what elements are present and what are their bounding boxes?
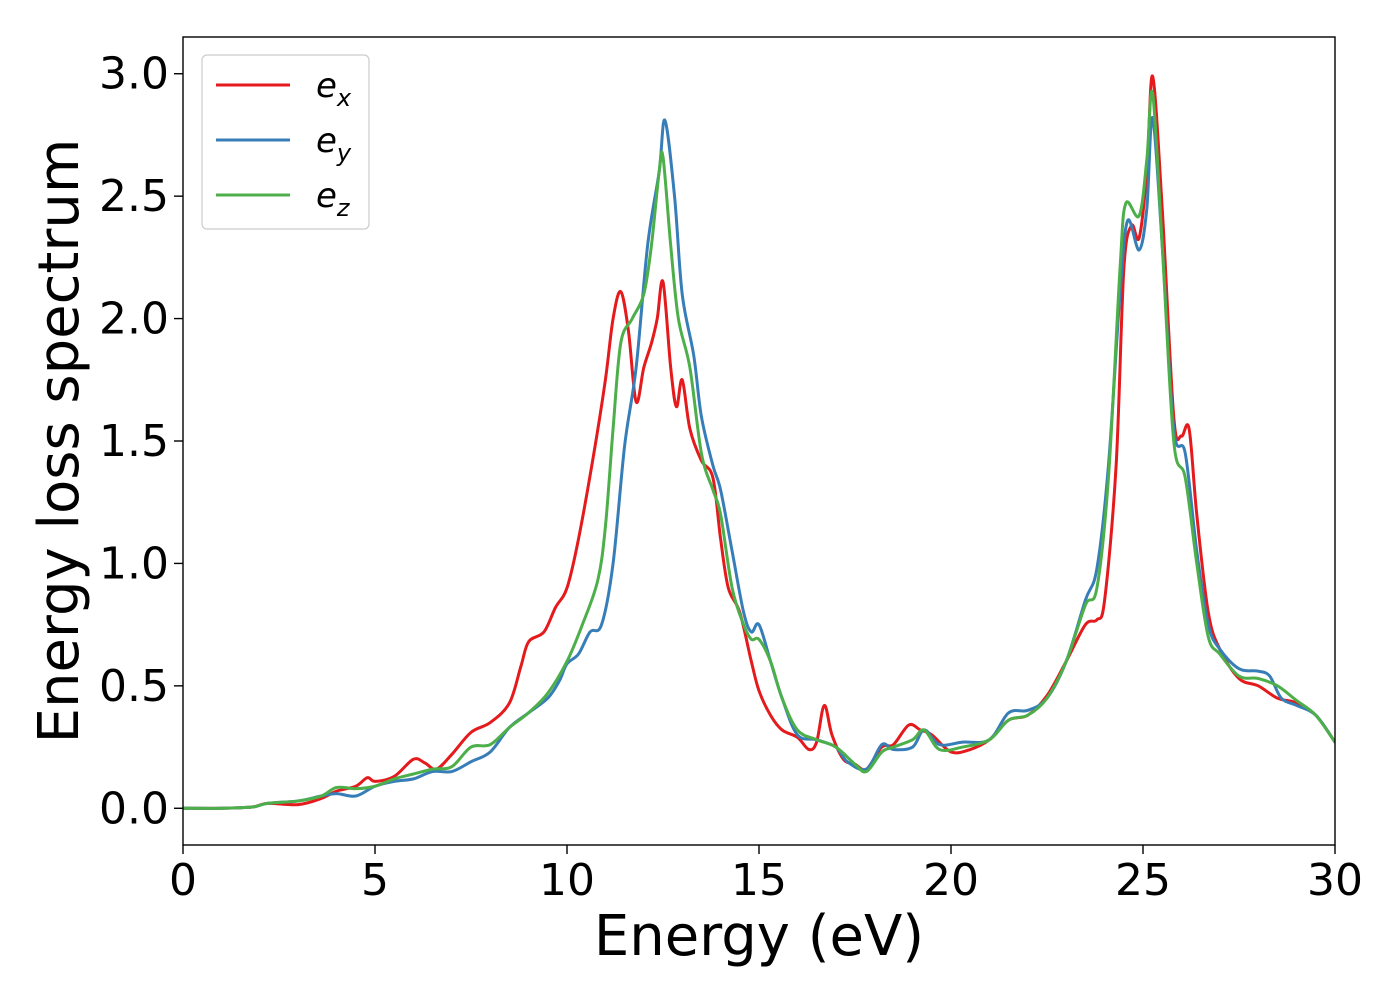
x-tick-label: 10 (539, 855, 595, 906)
x-tick-label: 0 (169, 855, 197, 906)
x-tick-label: 25 (1115, 855, 1171, 906)
series-line-e-z (183, 89, 1335, 810)
series-layer (183, 74, 1335, 810)
y-tick-label: 3.0 (99, 49, 169, 100)
legend-label-x: ex (316, 66, 352, 112)
legend: ex ey ez (201, 54, 370, 230)
y-tick-label: 1.5 (99, 416, 169, 467)
x-tick-label: 15 (731, 855, 787, 906)
y-tick-label: 0.0 (99, 783, 169, 834)
x-axis-label: Energy (eV) (594, 904, 924, 969)
x-tick-label: 20 (923, 855, 979, 906)
x-tick-label: 5 (361, 855, 389, 906)
legend-label-z: ez (316, 176, 351, 222)
x-tick-label: 30 (1307, 855, 1363, 906)
legend-box (201, 54, 370, 230)
y-tick-label: 2.5 (99, 171, 169, 222)
y-tick-label: 0.5 (99, 661, 169, 712)
y-axis-label: Energy loss spectrum (27, 139, 92, 744)
legend-label-y: ey (316, 121, 352, 167)
y-tick-label: 1.0 (99, 538, 169, 589)
y-tick-label: 2.0 (99, 294, 169, 345)
ticks-layer: 0 5 10 15 20 25 30 0.0 0.5 1.0 1.5 2.0 2.5 3.0 (99, 49, 1363, 906)
